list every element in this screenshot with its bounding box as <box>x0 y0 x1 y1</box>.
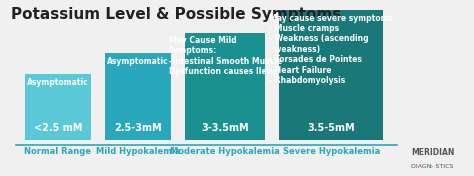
Text: Mild Hypokalemia: Mild Hypokalemia <box>96 147 180 156</box>
Text: Potassium Level & Possible Symptoms: Potassium Level & Possible Symptoms <box>11 7 341 22</box>
Text: <2.5 mM: <2.5 mM <box>34 123 82 133</box>
Text: 3.5-5mM: 3.5-5mM <box>308 123 355 133</box>
Text: DIAGN  STICS: DIAGN STICS <box>411 164 454 169</box>
Text: May cause severe symptoms
- Muscle cramps
- Weakness (ascending
  weakness)
- To: May cause severe symptoms - Muscle cramp… <box>269 14 393 85</box>
Text: 3-3.5mM: 3-3.5mM <box>201 123 249 133</box>
Text: Asymptomatic: Asymptomatic <box>107 57 169 66</box>
FancyBboxPatch shape <box>105 53 171 140</box>
FancyBboxPatch shape <box>279 10 383 140</box>
Text: May Cause Mild
Symptoms:
-Intestinal Smooth Muscle
Dysfunction causes Ileus: May Cause Mild Symptoms: -Intestinal Smo… <box>169 36 282 76</box>
Text: 2.5-3mM: 2.5-3mM <box>114 123 162 133</box>
Text: o: o <box>428 164 432 169</box>
FancyBboxPatch shape <box>25 74 91 140</box>
Text: Normal Range: Normal Range <box>25 147 91 156</box>
Text: Moderate Hypokalemia: Moderate Hypokalemia <box>170 147 280 156</box>
Text: Severe Hypokalemia: Severe Hypokalemia <box>283 147 380 156</box>
Text: Asymptomatic: Asymptomatic <box>27 78 89 87</box>
FancyBboxPatch shape <box>185 33 265 140</box>
Text: MERIDIAN: MERIDIAN <box>411 148 455 157</box>
